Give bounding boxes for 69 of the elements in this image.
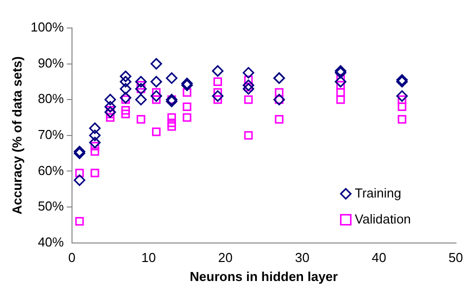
point bbox=[213, 88, 222, 97]
x-tick-label: 10 bbox=[141, 250, 156, 266]
point bbox=[89, 130, 101, 142]
point bbox=[135, 94, 147, 106]
point bbox=[121, 106, 130, 115]
point bbox=[167, 118, 176, 128]
point bbox=[167, 122, 176, 131]
point bbox=[242, 83, 254, 95]
point bbox=[167, 113, 176, 122]
y-tick-label: 50% bbox=[38, 198, 64, 214]
point bbox=[104, 101, 116, 113]
point bbox=[212, 65, 224, 77]
point bbox=[150, 90, 162, 102]
x-tick-label: 30 bbox=[294, 250, 310, 266]
point bbox=[166, 72, 178, 84]
point bbox=[336, 95, 345, 104]
y-tick-label: 60% bbox=[38, 162, 64, 178]
point bbox=[274, 115, 284, 124]
point bbox=[182, 102, 192, 112]
legend-label: Training bbox=[354, 185, 402, 200]
point bbox=[242, 67, 254, 78]
x-tick-label: 40 bbox=[372, 250, 386, 266]
point bbox=[398, 102, 406, 112]
point bbox=[106, 113, 115, 122]
point bbox=[182, 88, 192, 97]
point bbox=[120, 70, 132, 82]
point bbox=[136, 115, 146, 124]
point bbox=[336, 88, 345, 97]
point bbox=[242, 80, 254, 92]
y-tick-label: 70% bbox=[38, 126, 64, 142]
point bbox=[244, 131, 253, 140]
point bbox=[89, 122, 101, 134]
point bbox=[213, 77, 222, 86]
point bbox=[104, 94, 116, 106]
point bbox=[121, 110, 130, 118]
x-tick-label: 50 bbox=[448, 250, 464, 266]
point bbox=[89, 136, 101, 148]
legend-label: Validation bbox=[354, 211, 411, 226]
point bbox=[120, 83, 132, 95]
x-tick-label: 20 bbox=[218, 250, 233, 266]
point bbox=[212, 90, 224, 102]
point bbox=[398, 115, 406, 124]
y-tick-label: 80% bbox=[38, 91, 64, 106]
x-tick-label: 0 bbox=[68, 250, 76, 266]
point bbox=[104, 106, 116, 118]
point bbox=[74, 174, 86, 186]
x-axis-title: Neurons in hidden layer bbox=[190, 268, 338, 284]
point bbox=[90, 168, 100, 178]
point bbox=[244, 95, 253, 104]
y-tick-label: 90% bbox=[38, 55, 64, 70]
point bbox=[182, 113, 192, 122]
point bbox=[120, 76, 132, 88]
point bbox=[244, 76, 253, 84]
point bbox=[120, 92, 132, 104]
y-axis-title: Accuracy (% of data sets) bbox=[9, 56, 24, 215]
y-tick-label: 40% bbox=[38, 234, 64, 250]
point bbox=[213, 95, 222, 104]
point bbox=[75, 168, 84, 178]
point bbox=[396, 90, 408, 102]
y-tick-label: 100% bbox=[30, 20, 64, 35]
point bbox=[150, 58, 162, 70]
point bbox=[90, 147, 100, 156]
point bbox=[75, 217, 84, 226]
point bbox=[135, 76, 147, 88]
point bbox=[334, 76, 346, 88]
point bbox=[274, 88, 284, 97]
point bbox=[136, 80, 146, 90]
point bbox=[150, 76, 162, 88]
point bbox=[152, 128, 161, 136]
